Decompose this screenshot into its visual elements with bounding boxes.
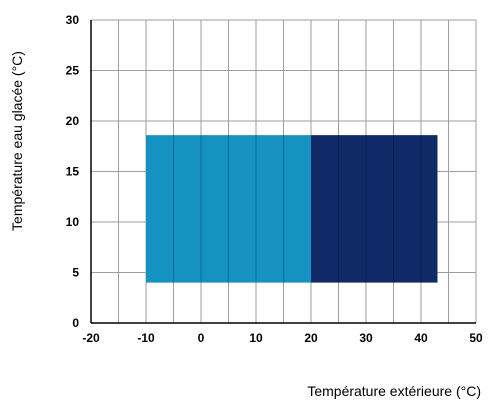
x-tick-label: 50 [469, 331, 483, 345]
x-axis-title: Température extérieure (°C) [307, 383, 481, 399]
x-tick-label: 20 [304, 331, 318, 345]
y-tick-label: 25 [66, 64, 80, 78]
y-tick-label: 15 [66, 165, 80, 179]
y-tick-label: 5 [72, 266, 79, 280]
operating-regions [146, 135, 438, 283]
y-tick-label: 10 [66, 215, 80, 229]
x-tick-label: -20 [82, 331, 100, 345]
y-tick-label: 20 [66, 114, 80, 128]
y-tick-label: 30 [66, 13, 80, 27]
x-tick-label: 30 [359, 331, 373, 345]
y-tick-labels: 0 5 10 15 20 25 30 [66, 13, 80, 330]
x-tick-label: -10 [137, 331, 155, 345]
operating-region-2 [311, 135, 438, 283]
x-tick-labels: -20 -10 0 10 20 30 40 50 [82, 331, 483, 345]
x-tick-label: 0 [198, 331, 205, 345]
x-tick-label: 40 [414, 331, 428, 345]
axes [90, 20, 476, 324]
operating-region-1 [146, 135, 311, 283]
y-tick-label: 0 [72, 316, 79, 330]
y-axis-title: Température eau glacée (°C) [9, 51, 25, 231]
x-tick-label: 10 [249, 331, 263, 345]
